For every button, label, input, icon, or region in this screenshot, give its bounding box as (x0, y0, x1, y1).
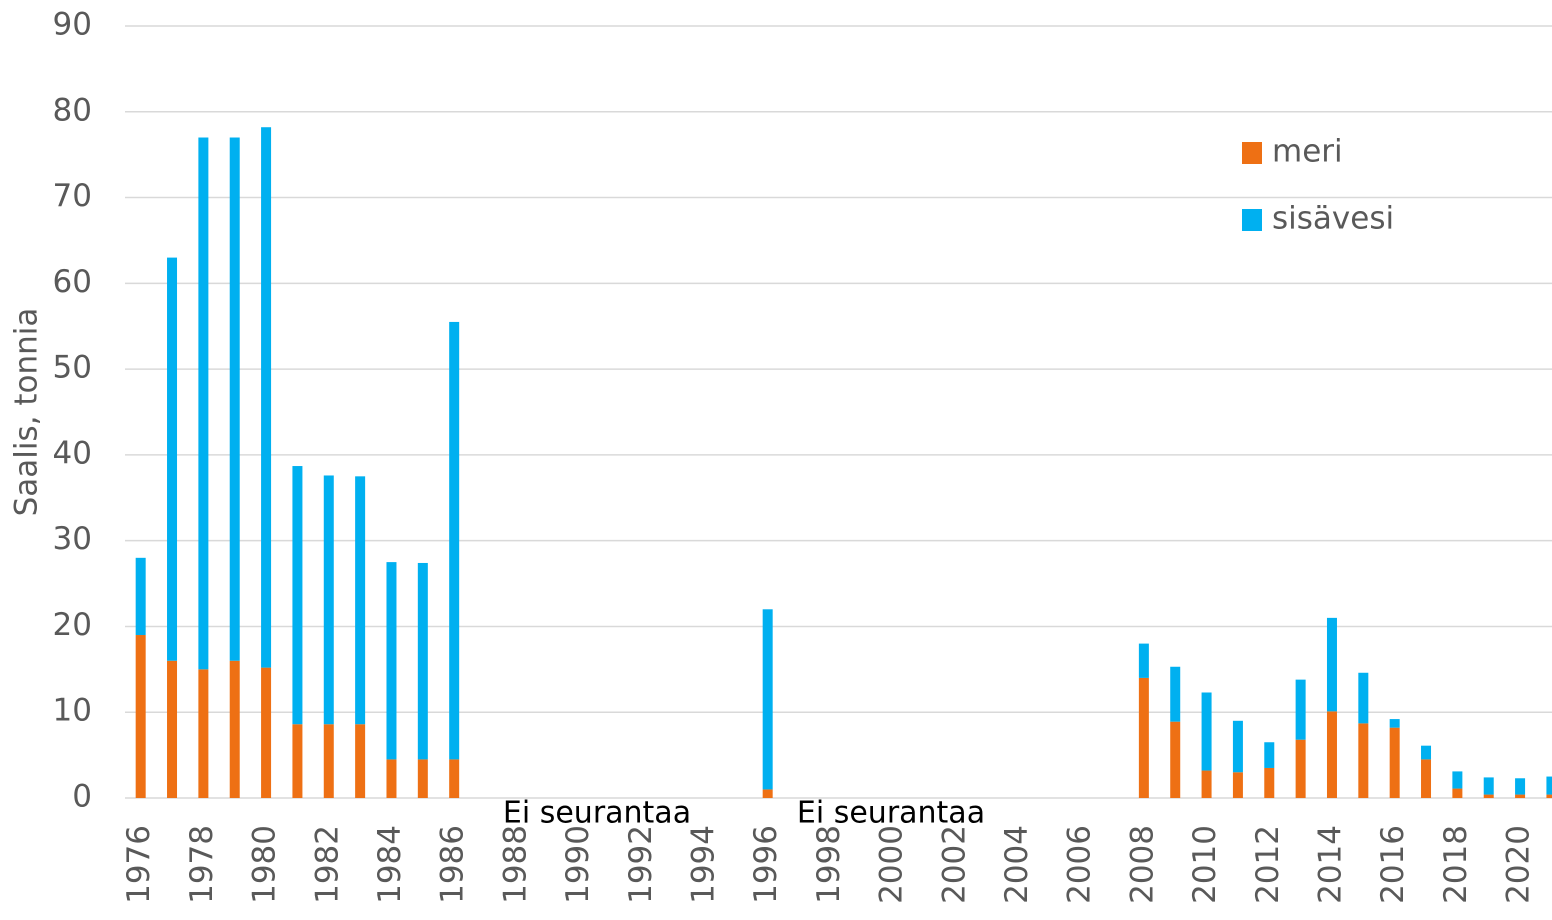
bar-segment (1515, 778, 1526, 795)
legend-swatch (1242, 142, 1262, 164)
bar-segment (1389, 719, 1400, 728)
bar-segment (1232, 720, 1243, 773)
x-tick-label: 2000 (874, 825, 910, 904)
bar-segment (1546, 776, 1552, 795)
bar-segment (167, 660, 178, 798)
bar-segment (167, 257, 178, 661)
bar-segment (449, 321, 460, 760)
x-tick-label: 2010 (1187, 825, 1223, 904)
y-tick-label: 0 (72, 779, 92, 815)
bar-segment (417, 562, 428, 760)
bar-segment (1138, 643, 1149, 678)
bar-segment (1452, 771, 1463, 789)
bar-segment (229, 660, 240, 798)
bar-segment (1138, 677, 1149, 798)
x-tick-label: 1994 (685, 825, 721, 904)
bar-segment (1452, 788, 1463, 798)
bar-segment (1421, 759, 1432, 798)
x-tick-label: 1988 (497, 825, 533, 904)
bar-segment (1264, 742, 1275, 768)
bar-segment (355, 476, 366, 725)
x-tick-label: 1980 (247, 825, 283, 904)
y-tick-label: 80 (53, 92, 92, 128)
bar-segment (1201, 692, 1212, 771)
bar-segment (386, 562, 397, 760)
y-tick-label: 10 (53, 693, 92, 729)
bar-segment (323, 724, 334, 798)
legend-swatch (1242, 209, 1262, 231)
bar-segment (135, 635, 146, 798)
bar-segment (1483, 794, 1494, 798)
bar-segment (1295, 739, 1306, 798)
x-tick-label: 2012 (1250, 825, 1286, 904)
bar-segment (1201, 770, 1212, 798)
x-tick-label: 2008 (1124, 825, 1160, 904)
y-tick-label: 40 (53, 435, 92, 471)
y-tick-label: 60 (53, 264, 92, 300)
bar-segment (261, 127, 272, 668)
annotation: Ei seurantaa (503, 796, 691, 831)
bar-segment (323, 475, 334, 725)
x-tick-label: 1984 (372, 825, 408, 904)
x-tick-label: 2006 (1062, 825, 1098, 904)
bar-segment (261, 667, 272, 798)
bar-segment (198, 137, 209, 670)
bar-segment (1358, 672, 1369, 724)
x-tick-label: 1996 (748, 825, 784, 904)
x-tick-label: 2020 (1501, 825, 1537, 904)
bar-segment (135, 557, 146, 636)
bar-segment (1232, 772, 1243, 798)
bar-segment (449, 759, 460, 798)
bar-segment (229, 137, 240, 661)
bar-segment (292, 466, 303, 725)
bar-segment (762, 609, 773, 790)
bar-segment (417, 759, 428, 798)
bar-segment (1170, 666, 1181, 722)
annotation: Ei seurantaa (797, 796, 985, 831)
legend-label: meri (1272, 134, 1343, 170)
y-tick-label: 50 (53, 350, 92, 386)
y-tick-label: 30 (53, 521, 92, 557)
x-tick-label: 2016 (1375, 825, 1411, 904)
x-tick-label: 1992 (623, 825, 659, 904)
x-tick-label: 1998 (811, 825, 847, 904)
bar-segment (292, 724, 303, 798)
bar-segment (1389, 727, 1400, 798)
y-tick-label: 20 (53, 607, 92, 643)
x-tick-label: 2004 (999, 825, 1035, 904)
bar-segment (1421, 745, 1432, 760)
x-tick-label: 1976 (121, 825, 157, 904)
x-tick-label: 2018 (1438, 825, 1474, 904)
x-tick-label: 1978 (184, 825, 220, 904)
bar-segment (355, 724, 366, 798)
legend-label: sisävesi (1272, 201, 1394, 237)
bar-segment (198, 669, 209, 798)
bar-segment (1264, 767, 1275, 798)
bar-segment (1546, 794, 1552, 798)
x-tick-label: 2014 (1312, 825, 1348, 904)
bar-segment (386, 759, 397, 798)
bar-segment (1515, 794, 1526, 798)
y-tick-label: 90 (53, 7, 92, 43)
bar-segment (1358, 723, 1369, 798)
bar-segment (762, 789, 773, 798)
y-axis-label: Saalis, tonnia (9, 308, 45, 517)
y-tick-label: 70 (53, 178, 92, 214)
x-tick-label: 1990 (560, 825, 596, 904)
x-tick-label: 1986 (435, 825, 471, 904)
bar-segment (1326, 617, 1337, 712)
bar-segment (1295, 679, 1306, 740)
x-tick-label: 1982 (309, 825, 345, 904)
bar-segment (1483, 777, 1494, 795)
x-tick-label: 2002 (936, 825, 972, 904)
bar-segment (1326, 711, 1337, 798)
bar-segment (1170, 721, 1181, 798)
